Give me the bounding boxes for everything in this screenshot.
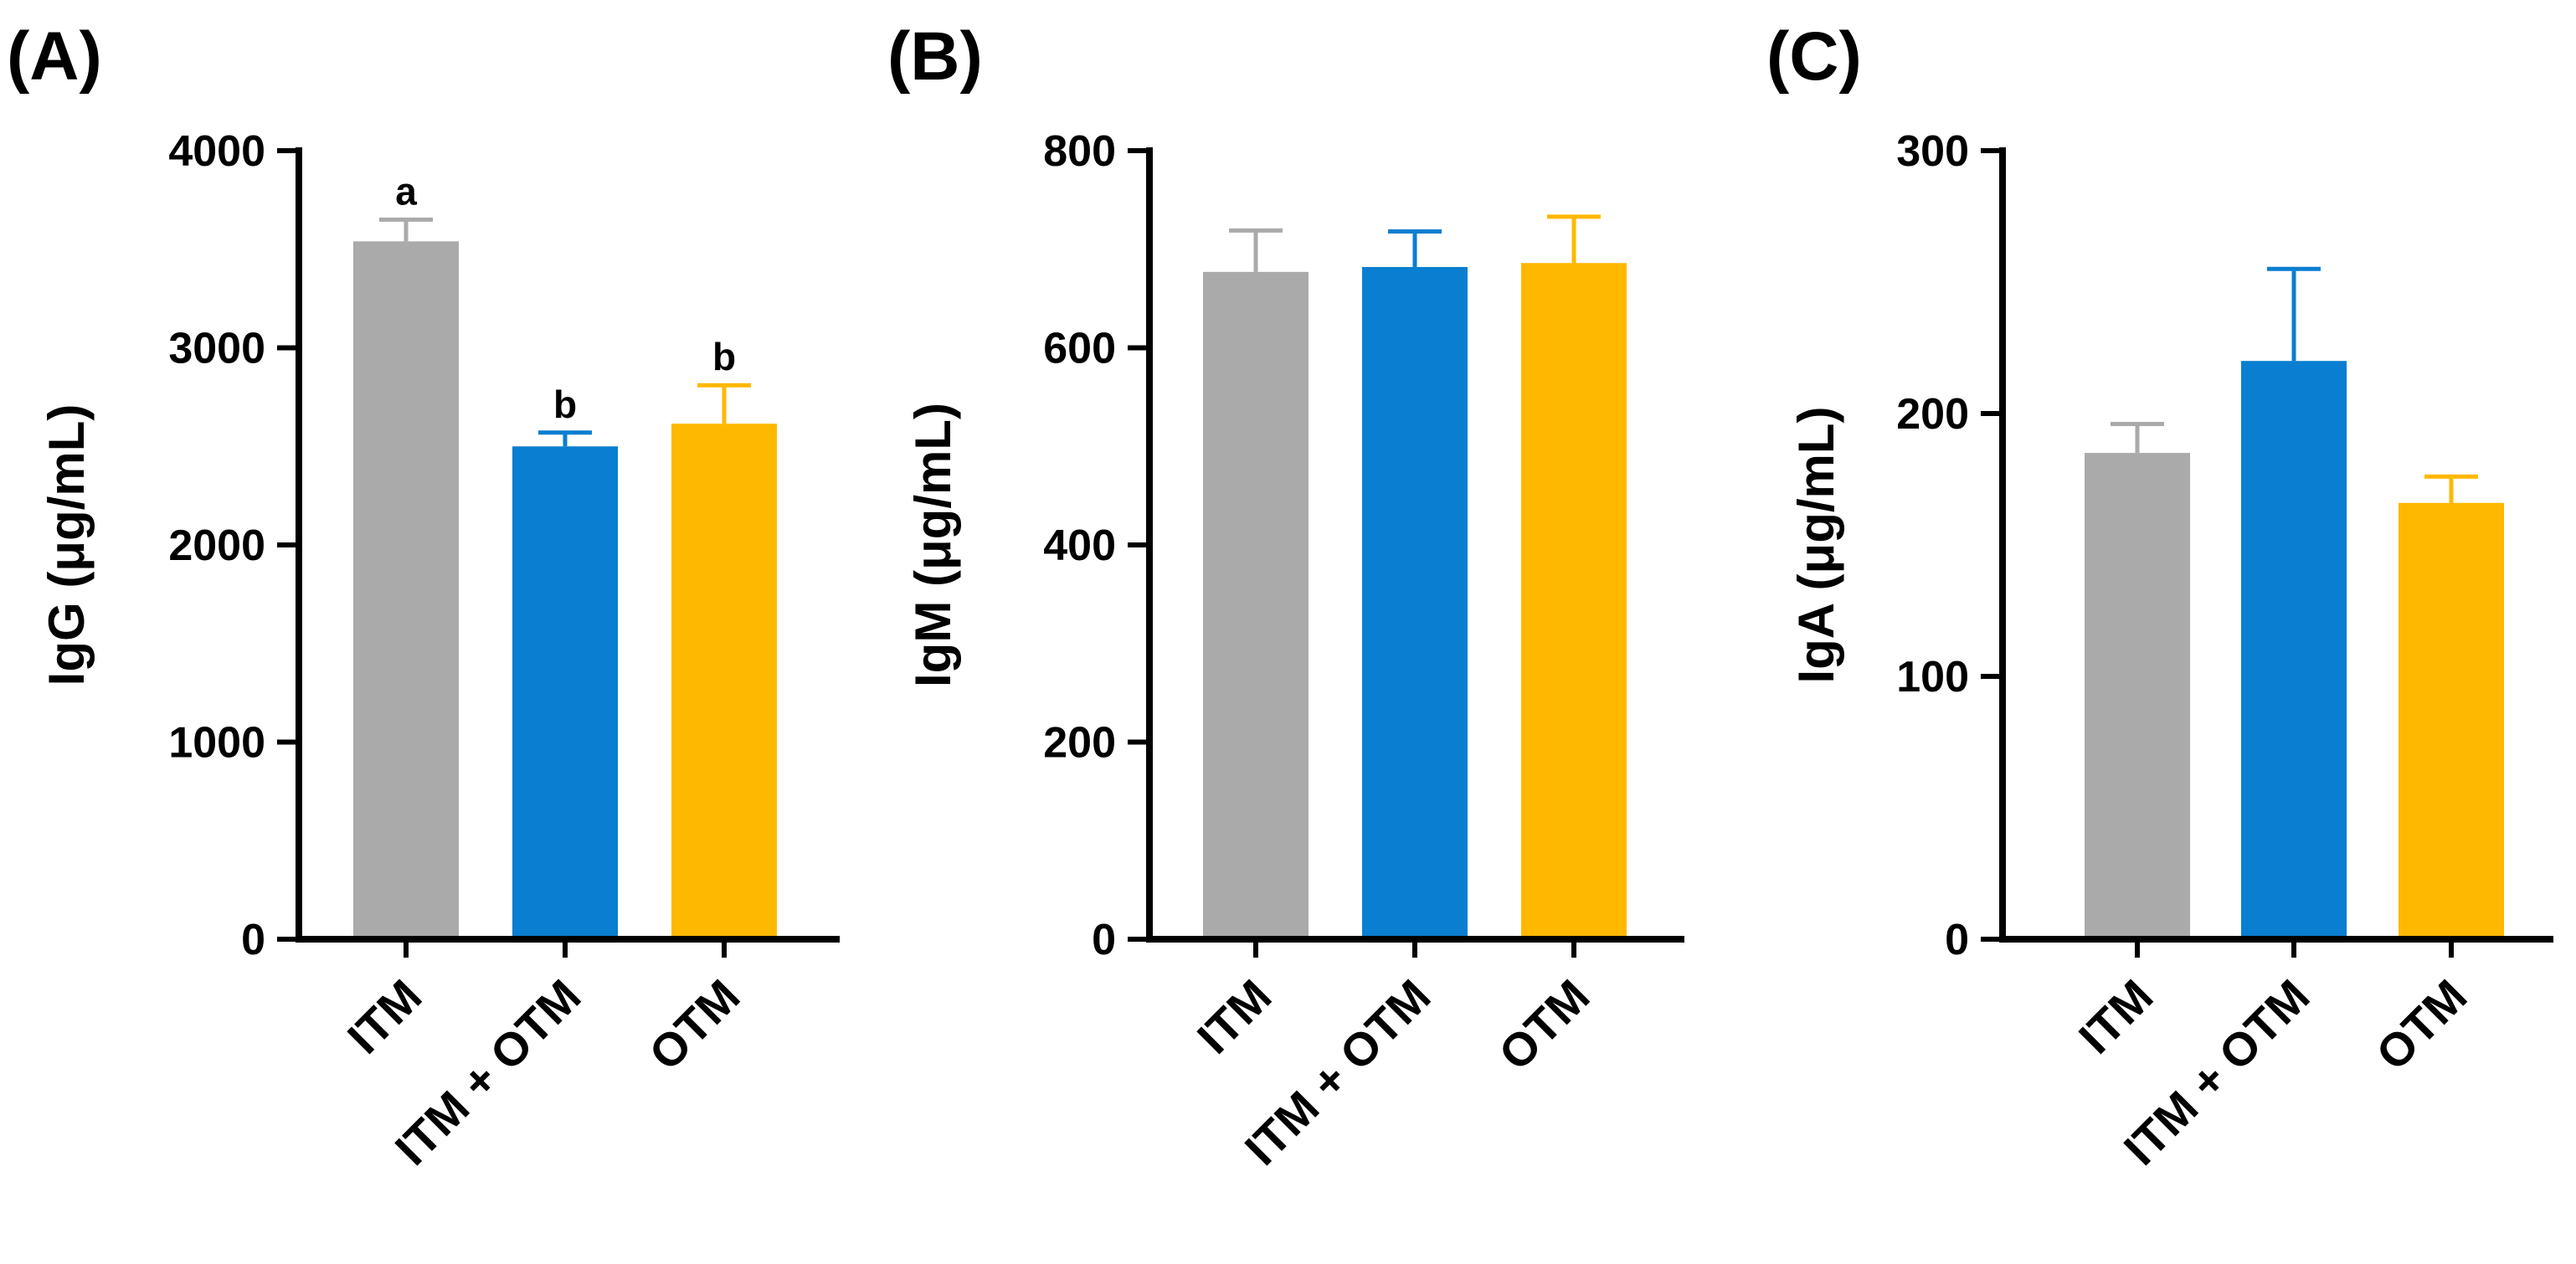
bar bbox=[671, 424, 777, 940]
panel-label: (B) bbox=[887, 18, 983, 95]
significance-label: b bbox=[553, 383, 577, 426]
y-tick-label: 2000 bbox=[168, 522, 265, 570]
x-tick-label: OTM bbox=[639, 969, 750, 1081]
panel-label: (C) bbox=[1766, 18, 1862, 95]
y-axis-title: IgA (μg/mL) bbox=[1788, 406, 1844, 683]
x-tick-label: ITM bbox=[2069, 969, 2163, 1064]
x-tick-label: OTM bbox=[2366, 969, 2477, 1081]
y-tick-label: 200 bbox=[1896, 390, 1969, 439]
y-tick-label: 3000 bbox=[168, 325, 265, 373]
bar bbox=[1203, 271, 1309, 939]
y-axis-title: IgM (μg/mL) bbox=[905, 403, 961, 687]
y-axis-title: IgG (μg/mL) bbox=[39, 404, 95, 686]
x-tick-label: OTM bbox=[1489, 969, 1600, 1081]
y-tick-label: 1000 bbox=[168, 719, 265, 768]
bar bbox=[2399, 502, 2504, 939]
bar bbox=[2241, 361, 2347, 939]
y-tick-label: 400 bbox=[1043, 522, 1116, 570]
bar bbox=[512, 446, 618, 939]
bar bbox=[1521, 263, 1627, 939]
significance-label: b bbox=[712, 335, 736, 378]
bar bbox=[2085, 453, 2190, 939]
y-tick-label: 100 bbox=[1896, 653, 1969, 701]
significance-label: a bbox=[395, 169, 417, 213]
y-tick-label: 4000 bbox=[168, 127, 265, 176]
y-tick-label: 300 bbox=[1896, 127, 1969, 176]
bar bbox=[1362, 266, 1468, 939]
y-tick-label: 800 bbox=[1043, 127, 1116, 176]
y-tick-label: 0 bbox=[1092, 916, 1116, 964]
bar bbox=[353, 241, 459, 940]
y-tick-label: 0 bbox=[241, 916, 265, 964]
x-tick-label: ITM bbox=[1187, 969, 1282, 1064]
panel-label: (A) bbox=[7, 18, 102, 95]
y-tick-label: 0 bbox=[1945, 916, 1969, 964]
y-tick-label: 200 bbox=[1043, 719, 1116, 768]
x-tick-label: ITM bbox=[337, 969, 432, 1064]
y-tick-label: 600 bbox=[1043, 325, 1116, 373]
